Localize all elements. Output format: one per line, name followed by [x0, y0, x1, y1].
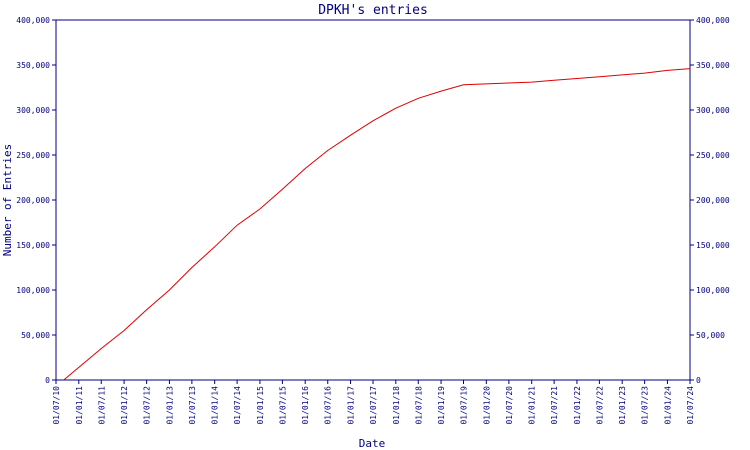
y-tick-label-right: 50,000	[696, 331, 725, 340]
y-tick-label: 100,000	[16, 286, 50, 295]
x-tick-label: 01/07/15	[278, 386, 287, 425]
x-tick-label: 01/01/16	[301, 386, 310, 425]
x-tick-label: 01/01/21	[528, 386, 537, 425]
y-tick-label-right: 400,000	[696, 16, 730, 25]
x-tick-label: 01/01/14	[211, 386, 220, 425]
x-tick-label: 01/01/24	[663, 386, 672, 425]
x-tick-label: 01/01/20	[482, 386, 491, 425]
x-tick-label: 01/01/22	[573, 386, 582, 425]
y-tick-label: 300,000	[16, 106, 50, 115]
x-tick-label: 01/01/11	[75, 386, 84, 425]
x-axis: 01/07/10 01/01/11 01/07/11 01/01/12 01/07/12…	[52, 380, 695, 425]
series-layer	[63, 68, 691, 381]
y-axis-label: Number of Entries	[1, 144, 14, 257]
x-tick-label: 01/07/13	[188, 386, 197, 425]
x-tick-label: 01/01/17	[347, 386, 356, 425]
x-tick-label: 01/01/23	[618, 386, 627, 425]
x-tick-label: 01/07/18	[414, 386, 423, 425]
y-tick-label: 150,000	[16, 241, 50, 250]
x-tick-label: 01/01/19	[437, 386, 446, 425]
x-tick-label: 01/07/16	[324, 386, 333, 425]
y-axis-left: 0 50,000 100,000 150,000 200,000 250,000 300,0…	[16, 16, 56, 385]
y-tick-label-right: 200,000	[696, 196, 730, 205]
y-tick-label-right: 350,000	[696, 61, 730, 70]
plot-frame	[55, 19, 691, 381]
x-tick-label: 01/01/12	[120, 386, 129, 425]
x-tick-label: 01/07/24	[686, 386, 695, 425]
y-tick-label-right: 0	[696, 376, 701, 385]
x-tick-label: 01/07/11	[97, 386, 106, 425]
x-tick-label: 01/07/22	[595, 386, 604, 425]
x-tick-label: 01/07/19	[460, 386, 469, 425]
x-tick-label: 01/01/18	[392, 386, 401, 425]
y-tick-label-right: 250,000	[696, 151, 730, 160]
y-tick-label-right: 150,000	[696, 241, 730, 250]
y-axis-right: 0 50,000 100,000 150,000 200,000 250,000 300,0…	[690, 16, 730, 385]
y-tick-label: 350,000	[16, 61, 50, 70]
y-tick-label: 0	[45, 376, 50, 385]
x-tick-label: 01/07/21	[550, 386, 559, 425]
y-tick-label-right: 100,000	[696, 286, 730, 295]
x-tick-label: 01/07/20	[505, 386, 514, 425]
x-tick-label: 01/07/12	[143, 386, 152, 425]
chart-title: DPKH's entries	[318, 3, 428, 18]
x-tick-label: 01/01/13	[165, 386, 174, 425]
y-tick-label: 400,000	[16, 16, 50, 25]
x-tick-label: 01/07/10	[52, 386, 61, 425]
y-tick-label: 50,000	[21, 331, 50, 340]
x-tick-label: 01/07/14	[233, 386, 242, 425]
series-line	[63, 68, 691, 381]
x-axis-label: Date	[359, 437, 386, 450]
y-tick-label-right: 300,000	[696, 106, 730, 115]
x-tick-label: 01/07/17	[369, 386, 378, 425]
x-tick-label: 01/07/23	[641, 386, 650, 425]
y-tick-label: 250,000	[16, 151, 50, 160]
y-tick-label: 200,000	[16, 196, 50, 205]
x-tick-label: 01/01/15	[256, 386, 265, 425]
